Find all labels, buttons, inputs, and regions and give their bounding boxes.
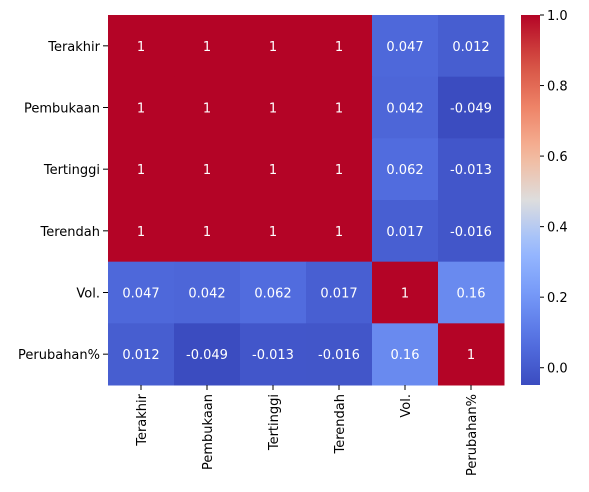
cell-value-label-1-3: 1 [335,102,343,117]
cell-value-label-2-1: 1 [203,163,211,178]
heatmap-cell-3-5 [438,200,505,263]
cell-value-label-0-0: 1 [137,40,145,55]
heatmap-cell-1-5 [438,76,505,139]
heatmap-cell-1-3 [306,76,373,139]
cell-value-label-0-4: 0.047 [386,40,423,55]
heatmap-cell-3-3 [306,200,373,263]
cell-value-label-3-5: -0.016 [450,225,492,240]
x-tick-label: Terendah [333,394,348,454]
cell-value-label-1-1: 1 [203,102,211,117]
x-tick-label: Terakhir [135,393,150,446]
heatmap-cell-3-1 [174,200,241,263]
heatmap-cell-1-4 [372,76,439,139]
colorbar-tick-label: 1.0 [547,9,568,24]
heatmap-cell-4-1 [174,261,241,324]
x-tick-label: Pembukaan [201,394,216,470]
x-axis-ticks: Terakhir Pembukaan Tertinggi Terendah Vol. Pe… [135,385,480,476]
cell-value-label-0-3: 1 [335,40,343,55]
heatmap-cell-1-1 [174,76,241,139]
colorbar-tick-label: 0.2 [547,291,568,306]
heatmap-cell-0-0 [108,15,175,78]
heatmap-cell-4-0 [108,261,175,324]
cell-value-label-0-1: 1 [203,40,211,55]
heatmap-cell-0-1 [174,15,241,78]
heatmap-cell-3-0 [108,200,175,263]
heatmap-cell-4-3 [306,261,373,324]
cell-value-label-5-2: -0.013 [252,348,294,363]
cell-value-label-5-1: -0.049 [186,348,228,363]
cell-value-label-3-2: 1 [269,225,277,240]
cell-value-label-2-0: 1 [137,163,145,178]
cell-value-label-4-5: 0.16 [457,287,486,302]
cell-value-label-4-0: 0.047 [122,287,159,302]
heatmap-cell-2-5 [438,138,505,201]
colorbar-tick-label: 0.4 [547,221,568,236]
heatmap-cell-1-0 [108,76,175,139]
heatmap-cell-5-0 [108,323,175,386]
heatmap-cell-4-2 [240,261,307,324]
x-tick-label: Perubahan% [465,394,480,476]
colorbar: 0.0 0.2 0.4 0.6 0.8 1.0 [521,9,568,385]
y-axis-ticks: Terakhir Pembukaan Tertinggi Terendah Vol. Pe… [18,40,108,363]
y-tick-label: Vol. [76,287,100,302]
cell-value-label-5-0: 0.012 [122,348,159,363]
heatmap-cell-0-2 [240,15,307,78]
heatmap-cell-3-4 [372,200,439,263]
heatmap-cell-3-2 [240,200,307,263]
colorbar-tick-label: 0.0 [547,362,568,377]
cell-value-label-4-4: 1 [401,287,409,302]
heatmap-cell-2-3 [306,138,373,201]
cell-value-label-4-3: 0.017 [320,287,357,302]
cell-value-label-5-4: 0.16 [391,348,420,363]
cell-value-label-2-3: 1 [335,163,343,178]
heatmap-cell-0-5 [438,15,505,78]
cell-value-label-5-5: 1 [467,348,475,363]
colorbar-tick-label: 0.8 [547,80,568,95]
heatmap-cell-4-4 [372,261,439,324]
heatmap-cells [108,15,505,386]
heatmap-cell-0-4 [372,15,439,78]
cell-value-label-5-3: -0.016 [318,348,360,363]
cell-value-label-2-4: 0.062 [386,163,423,178]
cell-value-label-3-1: 1 [203,225,211,240]
heatmap-cell-1-2 [240,76,307,139]
heatmap-cell-4-5 [438,261,505,324]
cell-value-label-4-1: 0.042 [188,287,225,302]
heatmap-cell-0-3 [306,15,373,78]
cell-value-label-1-2: 1 [269,102,277,117]
x-tick-label: Tertinggi [267,394,282,451]
heatmap-cell-5-3 [306,323,373,386]
y-tick-label: Terendah [40,225,100,240]
y-tick-label: Perubahan% [18,348,100,363]
heatmap-cell-2-1 [174,138,241,201]
x-tick-label: Vol. [399,394,414,418]
heatmap-cell-2-4 [372,138,439,201]
cell-value-label-3-3: 1 [335,225,343,240]
cell-value-label-1-0: 1 [137,102,145,117]
y-tick-label: Tertinggi [43,163,100,178]
heatmap-cell-5-5 [438,323,505,386]
heatmap-cell-5-2 [240,323,307,386]
heatmap-cell-5-4 [372,323,439,386]
colorbar-gradient [521,15,540,385]
cell-value-label-3-0: 1 [137,225,145,240]
heatmap-cell-5-1 [174,323,241,386]
cell-value-label-3-4: 0.017 [386,225,423,240]
colorbar-tick-label: 0.6 [547,150,568,165]
heatmap-cell-labels: 1 1 1 1 0.047 0.012 1 1 1 1 0.042 -0.049 1 1 1 1 0.062 -0… [122,40,492,363]
cell-value-label-1-4: 0.042 [386,102,423,117]
cell-value-label-0-5: 0.012 [452,40,489,55]
heatmap-cell-2-0 [108,138,175,201]
cell-value-label-2-5: -0.013 [450,163,492,178]
cell-value-label-4-2: 0.062 [254,287,291,302]
cell-value-label-2-2: 1 [269,163,277,178]
y-tick-label: Terakhir [47,40,100,55]
heatmap-cell-2-2 [240,138,307,201]
y-tick-label: Pembukaan [24,102,100,117]
cell-value-label-0-2: 1 [269,40,277,55]
cell-value-label-1-5: -0.049 [450,102,492,117]
